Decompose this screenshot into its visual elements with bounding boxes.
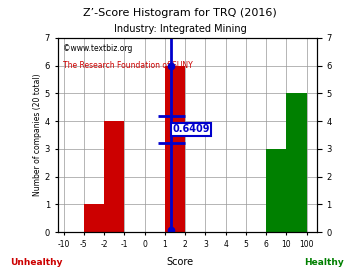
- Text: ©www.textbiz.org: ©www.textbiz.org: [63, 44, 132, 53]
- Text: Industry: Integrated Mining: Industry: Integrated Mining: [114, 24, 246, 34]
- Text: Healthy: Healthy: [304, 258, 344, 267]
- Bar: [165, 66, 185, 232]
- Text: The Research Foundation of SUNY: The Research Foundation of SUNY: [63, 61, 193, 70]
- Bar: [287, 93, 307, 232]
- Text: 0.6409: 0.6409: [172, 124, 210, 134]
- Y-axis label: Number of companies (20 total): Number of companies (20 total): [33, 74, 42, 196]
- Bar: [84, 204, 104, 232]
- Bar: [266, 149, 287, 232]
- Text: Unhealthy: Unhealthy: [10, 258, 62, 267]
- Text: Z’-Score Histogram for TRQ (2016): Z’-Score Histogram for TRQ (2016): [83, 8, 277, 18]
- Bar: [104, 121, 125, 232]
- Text: Score: Score: [166, 257, 194, 267]
